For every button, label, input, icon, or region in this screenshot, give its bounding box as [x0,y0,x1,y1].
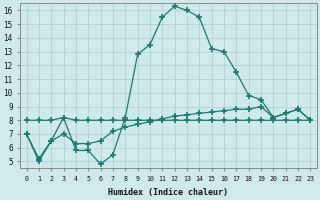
X-axis label: Humidex (Indice chaleur): Humidex (Indice chaleur) [108,188,228,197]
